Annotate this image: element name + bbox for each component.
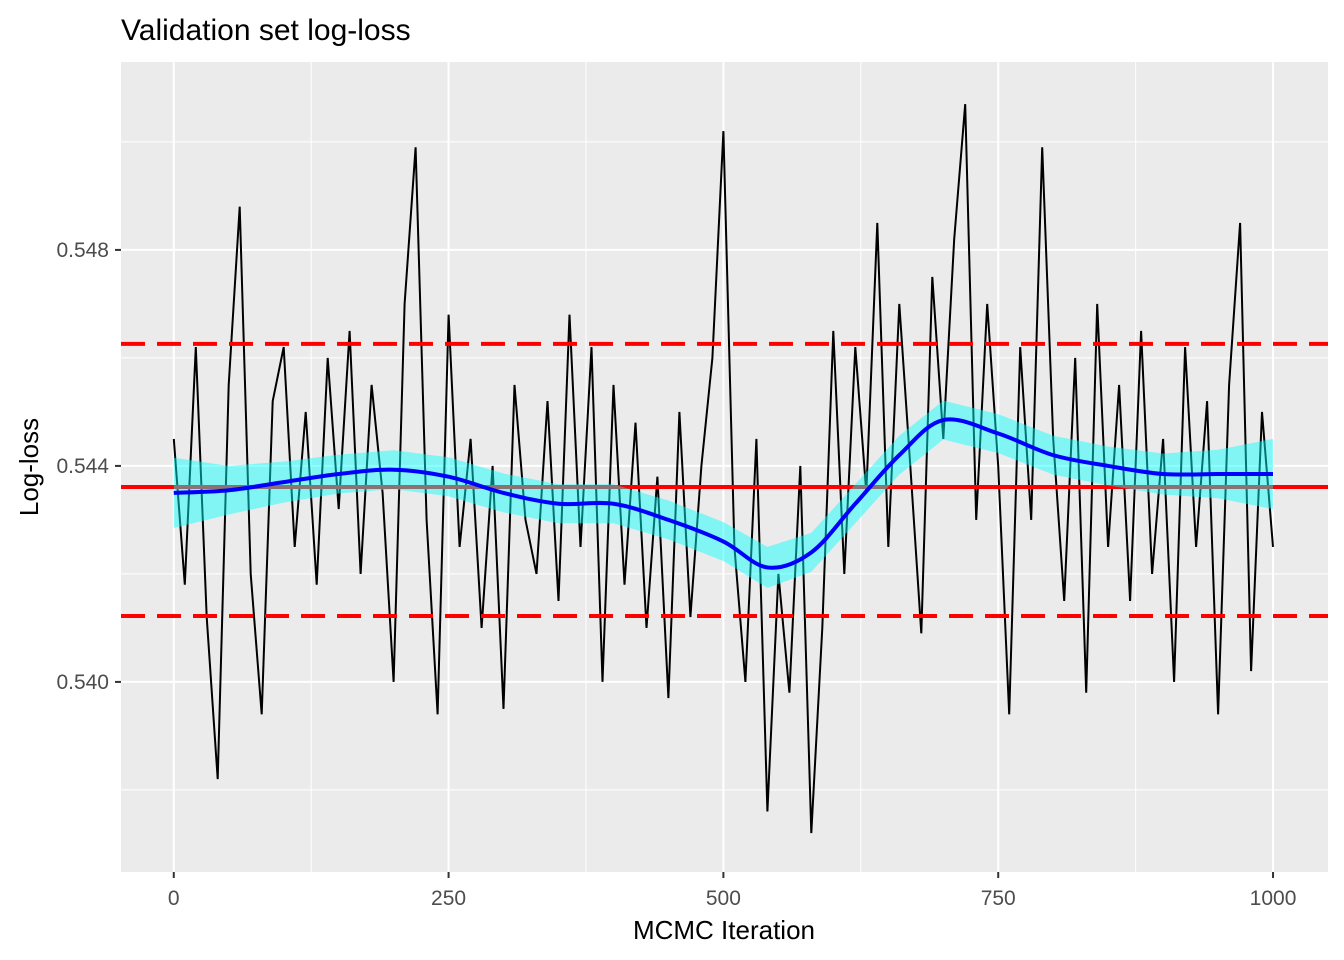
y-tick-label: 0.544 [56, 455, 109, 478]
smooth-layer [173, 417, 1274, 570]
smooth-line [173, 417, 1274, 570]
chart-title: Validation set log-loss [121, 14, 411, 47]
x-tick-label: 750 [981, 887, 1016, 910]
x-tick-label: 1000 [1250, 887, 1297, 910]
y-tick-label: 0.548 [56, 239, 109, 262]
trace-line [172, 104, 1274, 834]
confidence-band [173, 400, 1273, 588]
reference-lines [121, 341, 1328, 619]
confidence-band-layer [173, 400, 1273, 588]
x-tick-label: 500 [706, 887, 741, 910]
x-axis-label: MCMC Iteration [633, 915, 815, 945]
y-tick-label: 0.540 [56, 671, 109, 694]
x-tick-label: 250 [431, 887, 466, 910]
trace-layer [172, 104, 1274, 834]
x-tick-label: 0 [168, 887, 180, 910]
y-axis-label: Log-loss [14, 418, 44, 516]
y-axis: 0.540 0.544 0.548 [56, 239, 121, 694]
x-axis: 0 250 500 750 1000 [168, 872, 1296, 910]
